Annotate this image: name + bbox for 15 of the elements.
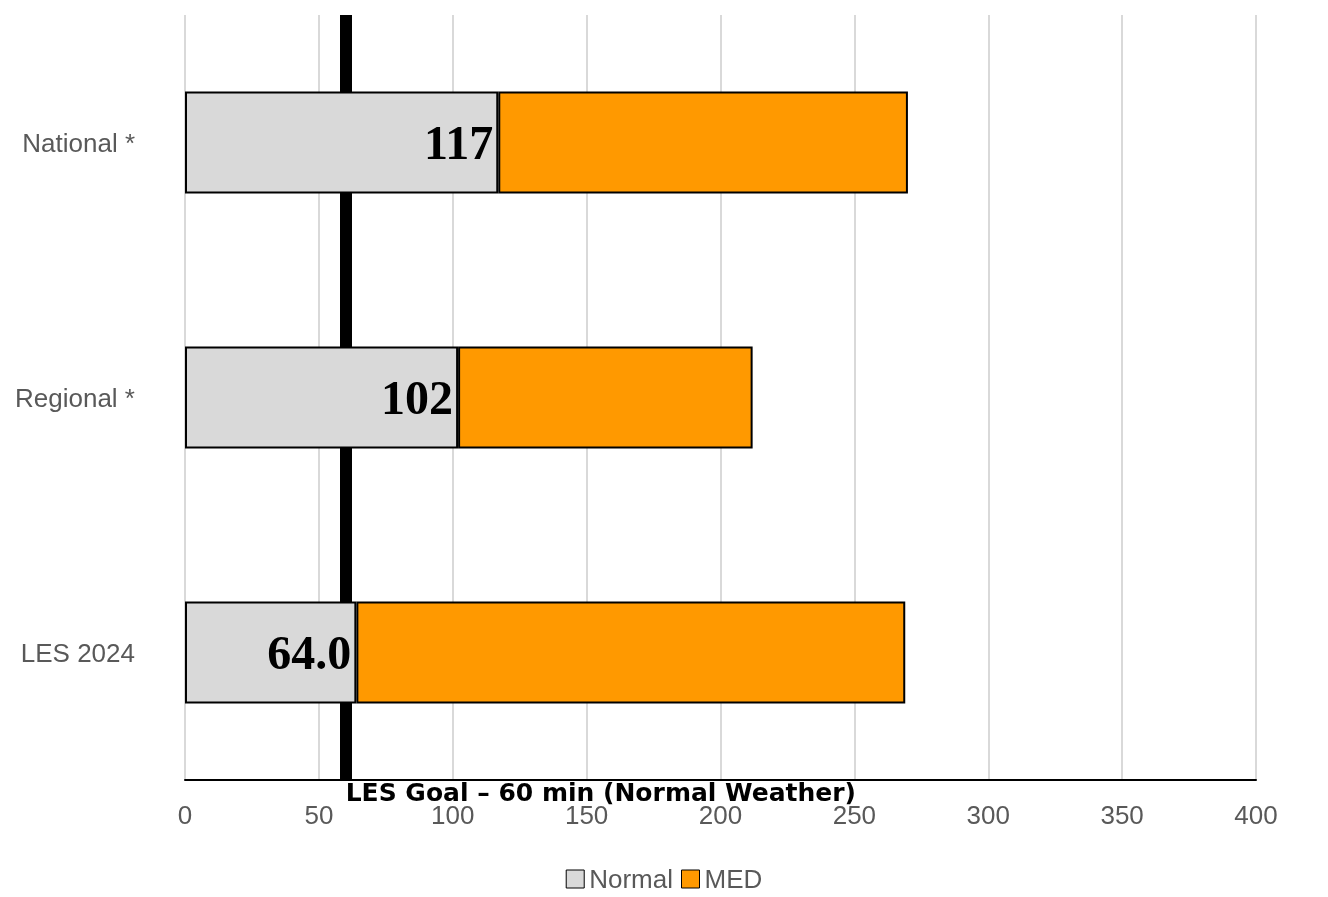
y-tick-label: Regional *: [15, 382, 135, 413]
x-tick-label: 400: [1234, 800, 1278, 830]
legend-label: Normal: [589, 864, 674, 894]
x-tick-label: 200: [698, 800, 743, 830]
data-label: 117: [423, 116, 494, 169]
y-tick-label: LES 2024: [20, 637, 135, 668]
x-tick-label: 100: [431, 800, 475, 830]
x-tick-label: 300: [966, 800, 1010, 830]
legend-label: MED: [704, 864, 763, 894]
data-label: 102: [381, 371, 454, 424]
x-tick-label: 0: [177, 800, 193, 830]
data-label: 64.0: [267, 626, 352, 679]
x-tick-label: 50: [304, 800, 334, 830]
x-tick-label: 350: [1100, 800, 1144, 830]
y-tick-label: National *: [22, 127, 135, 158]
